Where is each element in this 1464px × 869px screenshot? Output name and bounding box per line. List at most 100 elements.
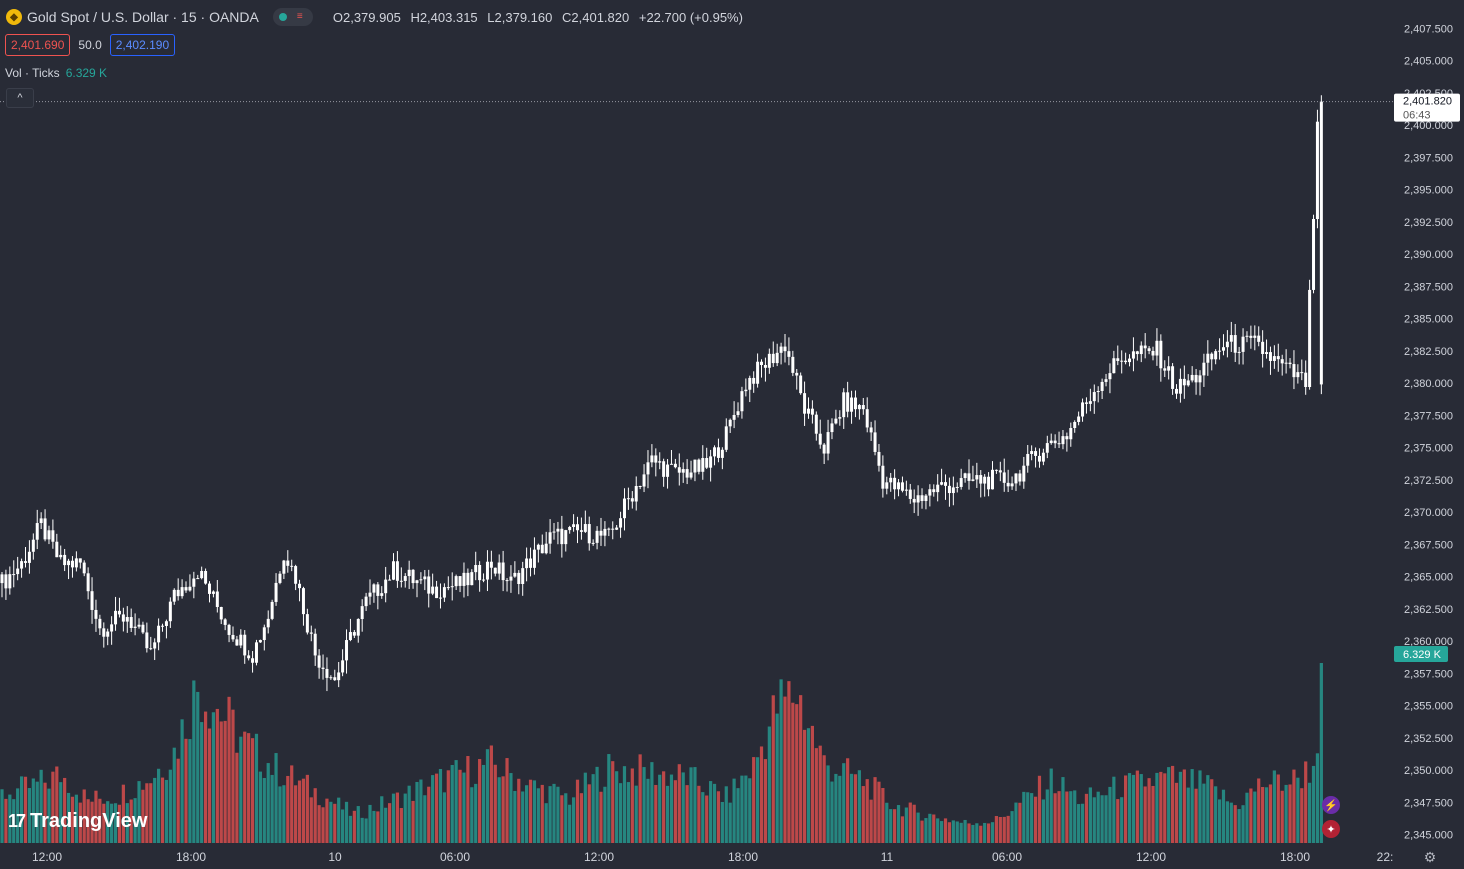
- volume-bar: [172, 747, 176, 843]
- candle-body: [724, 426, 728, 450]
- candle-body: [587, 524, 591, 544]
- time-tick-label: 18:00: [728, 850, 758, 864]
- candle-body: [59, 554, 63, 558]
- volume-bar: [1053, 793, 1057, 843]
- candle-body: [822, 444, 826, 454]
- candle-body: [947, 485, 951, 494]
- candle-body: [117, 610, 121, 615]
- volume-bar: [568, 804, 572, 843]
- candle-body: [595, 530, 599, 543]
- time-axis[interactable]: 12:00 18:00 10 06:00 12:00 18:00 11 06:00 12:00 1…: [32, 850, 1393, 864]
- candle-body: [1061, 436, 1065, 445]
- volume-bar: [869, 799, 873, 843]
- candle-body: [673, 463, 677, 468]
- candle-body: [348, 632, 352, 641]
- volume-bar: [121, 784, 125, 843]
- price-tick-label: 2,375.000: [1404, 443, 1453, 455]
- time-tick-label: 18:00: [176, 850, 206, 864]
- time-tick-label: 06:00: [440, 850, 470, 864]
- volume-bar: [591, 774, 595, 843]
- candle-body: [834, 418, 838, 424]
- volume-bar: [266, 763, 270, 843]
- us-flag-event-icon[interactable]: ✦: [1322, 820, 1340, 838]
- candle-body: [752, 377, 756, 384]
- time-tick-label: 22:: [1377, 850, 1394, 864]
- volume-bar: [243, 731, 247, 843]
- market-status[interactable]: ≡: [272, 8, 313, 26]
- tradingview-logo[interactable]: 17 TradingView: [8, 810, 147, 833]
- candle-body: [446, 587, 450, 589]
- candle-body: [713, 447, 717, 457]
- candle-body: [90, 591, 94, 610]
- volume-legend[interactable]: Vol · Ticks 6.329 K: [5, 66, 107, 80]
- candle-body: [622, 498, 626, 519]
- candle-body: [176, 589, 180, 597]
- candle-body: [1268, 352, 1272, 361]
- buy-button[interactable]: 2,402.190: [109, 34, 176, 56]
- candle-body: [1233, 335, 1237, 353]
- volume-bar: [1104, 795, 1108, 843]
- candle-body: [767, 353, 771, 368]
- candle-body: [685, 469, 689, 478]
- volume-bar: [1139, 774, 1143, 843]
- settings-icon[interactable]: ⚙: [1423, 849, 1437, 865]
- candle-body: [1218, 350, 1222, 352]
- candle-body: [305, 614, 309, 633]
- volume-bar: [129, 799, 133, 843]
- volume-bar: [196, 691, 200, 843]
- time-tick-label: 12:00: [32, 850, 62, 864]
- candle-body: [1284, 362, 1288, 364]
- candle-body: [55, 541, 59, 558]
- candle-body: [1175, 388, 1178, 394]
- candle-body: [912, 498, 916, 503]
- sell-button[interactable]: 2,401.690: [5, 34, 71, 56]
- volume-bar: [1241, 805, 1245, 843]
- volume-bar: [203, 711, 208, 843]
- candle-body: [1241, 336, 1245, 352]
- volume-bar: [971, 824, 975, 843]
- volume-bar: [51, 771, 55, 843]
- candle-body: [744, 389, 748, 392]
- volume-bar: [701, 792, 705, 843]
- volume-bar: [411, 800, 415, 843]
- volume-bar: [556, 786, 560, 843]
- candle-body: [740, 391, 744, 412]
- volume-tag-label: 6.329 K: [1403, 649, 1442, 661]
- candle-body: [466, 572, 470, 586]
- candle-body: [1292, 364, 1296, 378]
- candle-body: [333, 677, 337, 681]
- volume-bar: [454, 760, 458, 843]
- candle-body: [39, 518, 43, 524]
- candle-body: [270, 601, 274, 619]
- volume-bar: [1190, 769, 1194, 843]
- collapse-legend-button[interactable]: ^: [6, 88, 34, 108]
- candle-body: [830, 423, 834, 433]
- volume-bar: [59, 782, 63, 843]
- candle-body: [1221, 347, 1225, 351]
- candle-body: [172, 589, 176, 602]
- volume-bar: [297, 780, 302, 843]
- volume-bar: [693, 767, 697, 843]
- volume-bar: [1206, 775, 1210, 843]
- volume-bar: [928, 813, 932, 843]
- symbol-title[interactable]: Gold Spot / U.S. Dollar · 15 · OANDA: [27, 9, 259, 25]
- volume-bar: [642, 767, 646, 843]
- volume-bar: [838, 775, 842, 843]
- brand-name: TradingView: [30, 810, 148, 832]
- candle-body: [282, 560, 286, 574]
- candle-body: [642, 474, 646, 487]
- volume-bar: [262, 778, 266, 843]
- volume-bar: [920, 820, 924, 843]
- price-tick-label: 2,397.500: [1404, 152, 1453, 164]
- volume-bar: [192, 680, 196, 843]
- price-axis[interactable]: 2,407.5002,405.0002,402.5002,400.0002,39…: [1404, 23, 1453, 841]
- candle-body: [955, 486, 959, 488]
- volume-bar: [755, 757, 760, 843]
- volume-tag: 6.329 K: [1394, 646, 1448, 662]
- candle-body: [1073, 421, 1077, 429]
- volume-bar: [1292, 769, 1296, 843]
- candle-body: [591, 542, 595, 544]
- candle-body: [329, 677, 333, 679]
- event-lightning-icon[interactable]: ⚡: [1322, 796, 1340, 814]
